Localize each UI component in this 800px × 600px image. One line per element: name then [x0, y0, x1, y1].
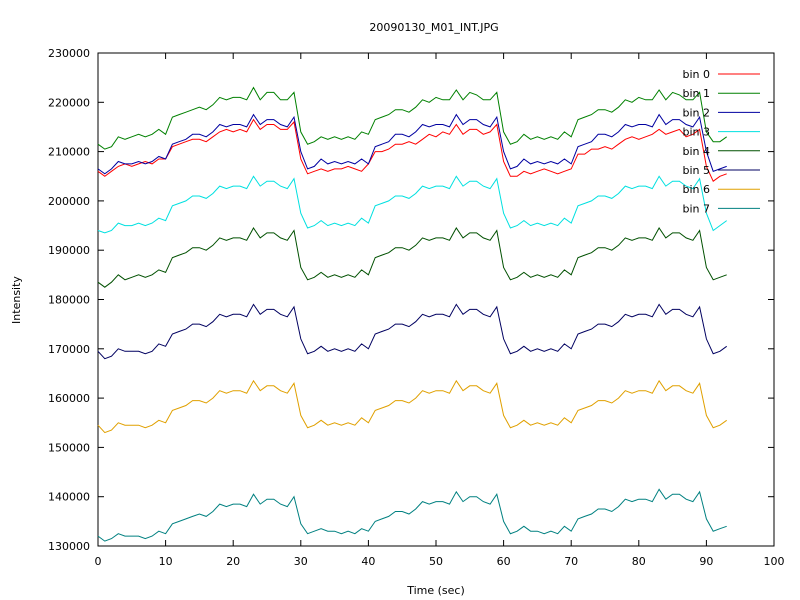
- y-tick-label: 210000: [48, 146, 90, 159]
- x-axis: 0 10 20 30 40 50 60 70 80 90 100: [95, 53, 785, 568]
- series-line-bin-3: [97, 175, 727, 234]
- series-line-bin-0: [97, 118, 727, 182]
- legend-label-bin-1: bin 1: [682, 87, 710, 100]
- legend-label-bin-6: bin 6: [682, 183, 710, 196]
- y-axis: 130000 140000 150000 160000 170000 180000 1900…: [48, 47, 774, 553]
- x-tick-label: 80: [632, 555, 646, 568]
- y-tick-label: 230000: [48, 47, 90, 60]
- y-axis-title: Intensity: [10, 276, 23, 324]
- legend: bin 0 bin 1 bin 2 bin 3 bin 4 bin 5 bin 6 bin 7: [682, 68, 760, 215]
- series-line-bin-4: [97, 227, 727, 288]
- legend-label-bin-7: bin 7: [682, 202, 710, 215]
- legend-label-bin-5: bin 5: [682, 164, 710, 177]
- y-tick-label: 180000: [48, 294, 90, 307]
- series-line-bin-6: [97, 379, 727, 434]
- y-tick-label: 170000: [48, 343, 90, 356]
- x-tick-label: 30: [294, 555, 308, 568]
- legend-label-bin-4: bin 4: [682, 145, 710, 158]
- x-tick-label: 50: [429, 555, 443, 568]
- y-tick-label: 130000: [48, 540, 90, 553]
- y-tick-label: 140000: [48, 491, 90, 504]
- x-tick-label: 60: [497, 555, 511, 568]
- y-tick-label: 190000: [48, 244, 90, 257]
- x-tick-label: 100: [764, 555, 785, 568]
- legend-label-bin-3: bin 3: [682, 126, 710, 139]
- x-tick-label: 10: [159, 555, 173, 568]
- series-lines: [97, 86, 727, 542]
- chart-title: 20090130_M01_INT.JPG: [369, 21, 498, 34]
- series-line-bin-2: [97, 113, 727, 175]
- x-tick-label: 20: [226, 555, 240, 568]
- y-tick-label: 150000: [48, 441, 90, 454]
- legend-label-bin-2: bin 2: [682, 106, 710, 119]
- x-tick-label: 70: [564, 555, 578, 568]
- plot-frame: [97, 52, 775, 547]
- series-line-bin-7: [97, 488, 727, 542]
- x-tick-label: 90: [699, 555, 713, 568]
- y-tick-label: 220000: [48, 96, 90, 109]
- y-tick-label: 200000: [48, 195, 90, 208]
- series-line-bin-1: [97, 86, 727, 150]
- x-tick-label: 40: [361, 555, 375, 568]
- x-tick-label: 0: [95, 555, 102, 568]
- y-tick-label: 160000: [48, 392, 90, 405]
- series-line-bin-5: [97, 303, 727, 360]
- x-axis-title: Time (sec): [406, 584, 465, 597]
- legend-label-bin-0: bin 0: [682, 68, 710, 81]
